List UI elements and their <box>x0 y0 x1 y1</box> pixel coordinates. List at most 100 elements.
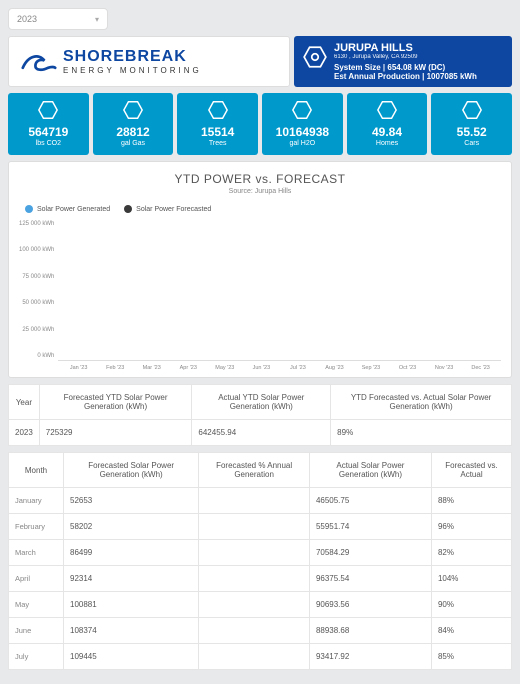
table-header: Forecasted % Annual Generation <box>199 453 310 488</box>
table-cell: February <box>9 514 64 540</box>
table-cell: 85% <box>431 644 511 670</box>
table-cell: 88% <box>431 488 511 514</box>
table-header: Forecasted YTD Solar Power Generation (k… <box>39 385 192 420</box>
stat-value: 564719 <box>10 125 87 139</box>
table-cell: 82% <box>431 540 511 566</box>
legend-forecasted-label: Solar Power Forecasted <box>136 206 211 213</box>
stat-card: 15514Trees <box>177 93 258 155</box>
table-header: YTD Forecasted vs. Actual Solar Power Ge… <box>331 385 512 420</box>
stat-label: lbs CO2 <box>10 140 87 147</box>
year-select[interactable]: 2023 ▾ <box>8 8 108 30</box>
table-cell: 109445 <box>64 644 199 670</box>
table-header: Actual YTD Solar Power Generation (kWh) <box>192 385 331 420</box>
stat-card: 28812gal Gas <box>93 93 174 155</box>
table-cell: 90693.56 <box>309 592 431 618</box>
table-cell: 108374 <box>64 618 199 644</box>
table-row: June108374 88938.6884% <box>9 618 512 644</box>
table-cell: January <box>9 488 64 514</box>
stat-card: 10164938gal H2O <box>262 93 343 155</box>
table-row: May100881 90693.5690% <box>9 592 512 618</box>
legend-generated: Solar Power Generated <box>25 205 110 213</box>
table-cell: 92314 <box>64 566 199 592</box>
table-row: April92314 96375.54104% <box>9 566 512 592</box>
table-cell: May <box>9 592 64 618</box>
stat-value: 55.52 <box>433 125 510 139</box>
table-cell <box>199 540 310 566</box>
site-system-size: System Size | 654.08 kW (DC) <box>334 63 477 72</box>
stat-hex-icon <box>207 99 229 121</box>
table-cell: 100881 <box>64 592 199 618</box>
chevron-down-icon: ▾ <box>95 15 99 24</box>
ytd-table: YearForecasted YTD Solar Power Generatio… <box>8 384 512 446</box>
stat-hex-icon <box>37 99 59 121</box>
stat-card: 55.52Cars <box>431 93 512 155</box>
stat-hex-icon <box>122 99 144 121</box>
table-cell: 725329 <box>39 420 192 446</box>
stat-label: gal H2O <box>264 140 341 147</box>
chart-y-axis: 125 000 kWh100 000 kWh75 000 kWh50 000 k… <box>19 221 58 371</box>
table-header: Forecasted vs. Actual <box>431 453 511 488</box>
info-hex-icon <box>302 44 328 70</box>
table-cell: 96% <box>431 514 511 540</box>
table-cell: July <box>9 644 64 670</box>
stat-card: 564719lbs CO2 <box>8 93 89 155</box>
site-info-card: JURUPA HILLS 6130 , Jurupa Valley, CA 92… <box>294 36 512 87</box>
stats-row: 564719lbs CO228812gal Gas15514Trees10164… <box>8 93 512 155</box>
chart-source: Source: Jurupa Hills <box>19 188 501 195</box>
table-cell <box>199 592 310 618</box>
table-header: Actual Solar Power Generation (kWh) <box>309 453 431 488</box>
table-cell <box>199 644 310 670</box>
table-cell: 93417.92 <box>309 644 431 670</box>
site-est-annual: Est Annual Production | 1007085 kWh <box>334 72 477 81</box>
table-row: July109445 93417.9285% <box>9 644 512 670</box>
table-cell: 2023 <box>9 420 40 446</box>
wave-icon <box>21 48 57 76</box>
legend-dot-generated <box>25 205 33 213</box>
table-cell: 86499 <box>64 540 199 566</box>
table-cell: 89% <box>331 420 512 446</box>
table-cell: 642455.94 <box>192 420 331 446</box>
table-cell <box>199 514 310 540</box>
table-cell: March <box>9 540 64 566</box>
table-cell: 90% <box>431 592 511 618</box>
stat-label: gal Gas <box>95 140 172 147</box>
legend-forecasted: Solar Power Forecasted <box>124 205 211 213</box>
month-table: MonthForecasted Solar Power Generation (… <box>8 452 512 670</box>
site-name: JURUPA HILLS <box>334 42 477 54</box>
logo-main: SHOREBREAK <box>63 49 202 65</box>
table-cell: 96375.54 <box>309 566 431 592</box>
stat-hex-icon <box>376 99 398 121</box>
chart-bars <box>58 221 501 361</box>
table-header: Year <box>9 385 40 420</box>
stat-value: 10164938 <box>264 125 341 139</box>
table-cell: 52653 <box>64 488 199 514</box>
table-cell: 46505.75 <box>309 488 431 514</box>
table-cell: 70584.29 <box>309 540 431 566</box>
table-cell <box>199 566 310 592</box>
stat-value: 49.84 <box>349 125 426 139</box>
table-row: February58202 55951.7496% <box>9 514 512 540</box>
table-cell: April <box>9 566 64 592</box>
logo-card: SHOREBREAK ENERGY MONITORING <box>8 36 290 87</box>
table-cell: 88938.68 <box>309 618 431 644</box>
table-cell: 58202 <box>64 514 199 540</box>
table-header: Month <box>9 453 64 488</box>
chart-legend: Solar Power Generated Solar Power Foreca… <box>19 205 501 213</box>
table-cell: 104% <box>431 566 511 592</box>
table-cell: 84% <box>431 618 511 644</box>
stat-hex-icon <box>291 99 313 121</box>
stat-label: Homes <box>349 140 426 147</box>
logo-sub: ENERGY MONITORING <box>63 67 202 75</box>
table-cell: June <box>9 618 64 644</box>
stat-value: 28812 <box>95 125 172 139</box>
site-address: 6130 , Jurupa Valley, CA 92509 <box>334 54 477 60</box>
year-select-value: 2023 <box>17 14 37 24</box>
table-row: March86499 70584.2982% <box>9 540 512 566</box>
legend-dot-forecasted <box>124 205 132 213</box>
stat-label: Cars <box>433 140 510 147</box>
table-cell: 55951.74 <box>309 514 431 540</box>
table-header: Forecasted Solar Power Generation (kWh) <box>64 453 199 488</box>
stat-hex-icon <box>461 99 483 121</box>
table-cell <box>199 488 310 514</box>
stat-value: 15514 <box>179 125 256 139</box>
